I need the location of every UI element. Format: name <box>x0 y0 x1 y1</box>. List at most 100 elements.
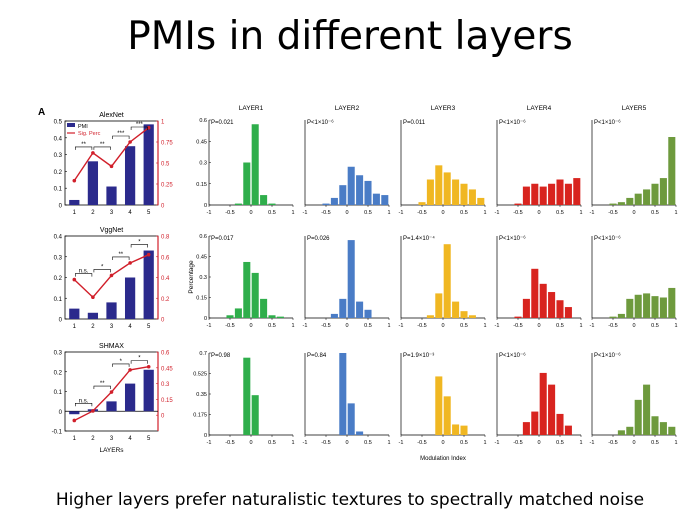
y-tick-label: 0.3 <box>54 351 63 357</box>
x-tick-label: -0.5 <box>225 210 234 216</box>
p-value-label: P<1×10⁻⁶ <box>499 352 526 359</box>
histogram-bar <box>643 384 651 435</box>
line-point <box>128 368 132 372</box>
y2-tick-label: 0.4 <box>161 276 170 282</box>
x-tick-label: 0 <box>249 440 252 446</box>
x-tick-label: -1 <box>303 323 308 329</box>
histogram-bar <box>243 357 251 435</box>
p-value-label: P<1×10⁻⁶ <box>499 235 526 242</box>
significance-label: * <box>138 240 141 246</box>
x-tick-label: -0.5 <box>417 440 426 446</box>
x-tick-label: 1 <box>674 440 677 446</box>
x-tick-label: -1 <box>590 440 595 446</box>
histogram-bar <box>514 203 522 205</box>
y2-tick-label: 0.3 <box>161 382 170 388</box>
x-tick-label: 5 <box>147 436 151 442</box>
x-tick-label: 1 <box>291 323 294 329</box>
histogram-bar <box>617 313 625 318</box>
histogram-bar <box>339 298 347 318</box>
x-tick-label: -1 <box>495 440 500 446</box>
histogram-bar <box>330 313 338 318</box>
y2-tick-label: 0.75 <box>161 141 173 147</box>
histogram-cell: -1 -0.5 0 0.5 1 P=0.011 <box>399 120 487 216</box>
column-title: LAYER5 <box>622 105 647 112</box>
histogram-bar <box>659 422 667 435</box>
x-tick-label: -1 <box>495 323 500 329</box>
histogram-bar <box>556 179 564 205</box>
histogram-bar <box>347 403 355 435</box>
significance-bracket <box>130 360 148 364</box>
significance-label: * <box>101 264 104 270</box>
x-tick-label: 1 <box>291 210 294 216</box>
x-tick-label: 1 <box>674 323 677 329</box>
significance-bracket <box>93 385 111 390</box>
y-tick-label: 0.6 <box>199 118 207 124</box>
y-tick-label: 0.15 <box>196 182 207 188</box>
p-value-label: P<1×10⁻⁶ <box>594 235 621 242</box>
bar-pmi <box>124 146 136 205</box>
histogram-cell: -1 -0.5 0 0.5 1 P<1×10⁻⁶ <box>590 352 678 446</box>
x-tick-label: -1 <box>590 210 595 216</box>
significance-bracket <box>112 256 130 260</box>
line-point <box>72 277 77 282</box>
x-tick-label: -0.5 <box>608 323 617 329</box>
histogram-bar <box>626 298 634 318</box>
significance-bracket <box>130 126 148 130</box>
histogram-bar <box>460 183 468 205</box>
histogram-bar <box>668 287 676 318</box>
line-point <box>146 252 151 257</box>
histogram-bar <box>435 376 443 435</box>
histogram-bar <box>435 165 443 205</box>
histogram-cell: -1 -0.5 0 0.5 1 0 0.15 0.3 0.45 0.6 P=0.021 <box>196 118 294 216</box>
histogram-bar <box>609 203 617 205</box>
x-tick-label: -0.5 <box>513 210 522 216</box>
histogram-bar <box>364 309 372 318</box>
slide-title: PMIs in different layers <box>127 14 573 59</box>
histogram-cell: -1 -0.5 0 0.5 1 P=1.9×10⁻³ <box>399 353 487 446</box>
histogram-bar <box>522 298 530 318</box>
x-tick-label: -0.5 <box>417 210 426 216</box>
column-title: LAYER1 <box>239 105 264 112</box>
legend-label: Sig. Perc <box>78 131 101 137</box>
significance-label: * <box>138 356 141 362</box>
histogram-bar <box>234 203 242 205</box>
histogram-bar <box>226 315 234 318</box>
x-tick-label: 4 <box>128 436 132 442</box>
significance-label: ** <box>100 381 105 387</box>
column-title: LAYER2 <box>335 105 360 112</box>
p-value-label: P=1.9×10⁻³ <box>403 353 434 359</box>
x-tick-label: 0 <box>632 323 635 329</box>
panel-label: A <box>38 107 45 118</box>
x-tick-label: -1 <box>399 323 404 329</box>
x-tick-label: 5 <box>147 324 151 330</box>
line-point <box>91 409 95 413</box>
panel-title: AlexNet <box>99 112 124 119</box>
y-tick-label: 0.2 <box>54 370 63 376</box>
x-tick-label: 0.5 <box>268 323 276 329</box>
bar-pmi <box>106 401 117 412</box>
x-tick-label: 1 <box>674 210 677 216</box>
significance-label: n.s. <box>79 269 89 275</box>
histogram-bar <box>268 315 276 318</box>
histogram-bar <box>234 308 242 318</box>
histogram-bar <box>556 413 564 435</box>
histogram-bar <box>548 183 556 205</box>
histogram-bar <box>634 399 642 435</box>
bar-pmi <box>143 124 154 205</box>
panel-title: VggNet <box>100 227 123 234</box>
x-tick-label: 0.5 <box>364 440 372 446</box>
histogram-bar <box>372 193 380 205</box>
bar-pmi <box>87 312 99 319</box>
x-tick-label: -0.5 <box>513 440 522 446</box>
x-tick-label: -1 <box>590 323 595 329</box>
histogram-bar <box>539 186 547 205</box>
significance-label: n.s. <box>79 398 89 404</box>
x-tick-label: 0.5 <box>364 210 372 216</box>
histogram-bar <box>514 316 522 318</box>
p-value-label: P=0.026 <box>307 236 330 242</box>
histogram-bar <box>651 416 659 435</box>
y2-tick-label: 0.15 <box>161 398 173 404</box>
histogram-cell: -1 -0.5 0 0.5 1 P<1×10⁻⁶ <box>495 119 583 216</box>
y-tick-label: 0.3 <box>54 153 63 159</box>
x-tick-label: 0.5 <box>268 210 276 216</box>
